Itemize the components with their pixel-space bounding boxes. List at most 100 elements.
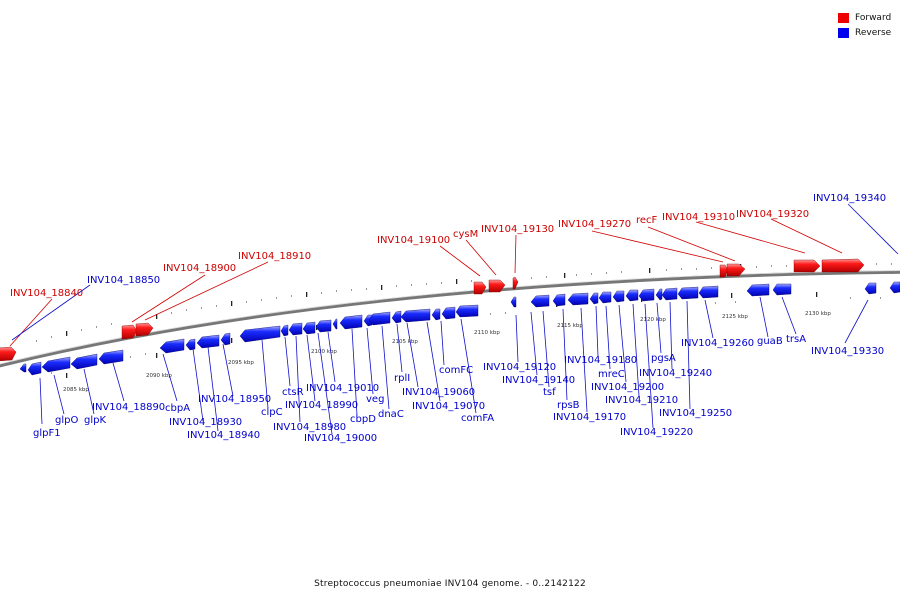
legend-reverse-label: Reverse	[855, 27, 892, 38]
gene-INV104_19120[interactable]	[510, 296, 517, 308]
gene-INV104_19340[interactable]	[889, 281, 900, 294]
gene-glpK[interactable]	[41, 356, 71, 373]
gene-label: INV104_18930	[169, 417, 242, 428]
forward-swatch	[838, 12, 849, 23]
tick-dots	[36, 263, 892, 374]
gene-INV104_19010[interactable]	[332, 318, 338, 330]
gene-ctsR[interactable]	[280, 324, 289, 337]
gene-INV104_18890a[interactable]	[70, 353, 98, 370]
gene-cbpD[interactable]	[339, 314, 363, 330]
gene-INV104_18950[interactable]	[220, 332, 231, 346]
gene-label: INV104_19130	[481, 224, 554, 235]
gene-INV104_18910[interactable]	[135, 322, 154, 337]
gene-label: INV104_18900	[163, 263, 236, 274]
gene-INV104_19320[interactable]	[821, 258, 865, 273]
gene-dnaC[interactable]	[368, 311, 391, 326]
gene-INV104_19000[interactable]	[315, 319, 332, 333]
gene-INV104_18840[interactable]	[0, 346, 17, 362]
gene-label: tsf	[543, 387, 556, 398]
gene-label: INV104_19120	[483, 362, 556, 373]
gene-INV104_18980[interactable]	[288, 322, 303, 336]
gene-INV104_19210[interactable]	[638, 288, 655, 302]
gene-INV104_19180[interactable]	[598, 291, 612, 304]
gene-tsf[interactable]	[552, 293, 566, 307]
gene-label: INV104_19270	[558, 219, 631, 230]
gene-label: rplI	[394, 373, 410, 384]
reverse-swatch	[838, 27, 849, 38]
gene-veg[interactable]	[363, 314, 373, 327]
gene-label: trsA	[786, 334, 806, 345]
tick-label: 2100 kbp	[311, 349, 337, 355]
gene-label: INV104_19010	[306, 383, 379, 394]
gene-trsA[interactable]	[772, 283, 792, 296]
gene-label: recF	[636, 215, 658, 226]
gene-INV104_19200[interactable]	[625, 289, 639, 302]
gene-label: INV104_19060	[402, 387, 475, 398]
gene-INV104_19240[interactable]	[677, 286, 699, 300]
gene-label: INV104_19310	[662, 212, 735, 223]
gene-INV104_19310[interactable]	[793, 259, 821, 273]
gene-INV104_19170[interactable]	[589, 292, 599, 305]
gene-label: INV104_19340	[813, 193, 886, 204]
gene-INV104_18900[interactable]	[121, 324, 138, 340]
gene-label: ctsR	[282, 387, 304, 398]
gene-label: INV104_19240	[639, 368, 712, 379]
gene-label: cysM	[453, 229, 478, 240]
gene-INV104_19330[interactable]	[864, 282, 877, 295]
gene-label: clpC	[261, 407, 283, 418]
gene-glpF1[interactable]	[19, 363, 27, 373]
gene-guaB[interactable]	[746, 283, 770, 297]
gene-label: cbpD	[350, 414, 376, 425]
gene-INV104_19220[interactable]	[655, 288, 663, 301]
gene-INV104_19070[interactable]	[431, 308, 441, 321]
gene-rpsB[interactable]	[567, 292, 589, 306]
gene-INV104_18940[interactable]	[196, 334, 220, 349]
gene-INV104_18930[interactable]	[185, 338, 196, 351]
gene-label: INV104_18940	[187, 430, 260, 441]
gene-pgsA[interactable]	[661, 287, 678, 301]
gene-clpC[interactable]	[239, 325, 281, 343]
legend-forward-label: Forward	[855, 12, 892, 23]
reverse-gene-labels: INV104_18850 INV104_19340 glpF1 glpO glp…	[33, 193, 886, 444]
gene-label: dnaC	[378, 409, 404, 420]
gene-glpO[interactable]	[27, 361, 42, 376]
gene-INV104_18890[interactable]	[98, 349, 124, 365]
gene-label: INV104_19000	[304, 433, 377, 444]
gene-INV104_19100[interactable]	[473, 281, 487, 295]
gene-INV104_19140[interactable]	[530, 294, 550, 308]
gene-label: INV104_18840	[10, 288, 83, 299]
gene-label: INV104_18980	[273, 422, 346, 433]
tick-marks	[66, 262, 818, 378]
gene-mreC[interactable]	[612, 290, 625, 303]
tick-label: 2105 kbp	[392, 339, 418, 345]
tick-label: 2120 kbp	[640, 317, 666, 323]
tick-label: 2110 kbp	[474, 330, 500, 336]
gene-label: INV104_19260	[681, 338, 754, 349]
gene-label: glpK	[84, 415, 106, 426]
gene-INV104_19270[interactable]	[719, 264, 729, 278]
gene-recF[interactable]	[726, 263, 746, 277]
gene-label: pgsA	[651, 353, 676, 364]
gene-label: INV104_18990	[285, 400, 358, 411]
gene-cysM[interactable]	[488, 279, 506, 293]
legend-forward: Forward	[838, 10, 891, 25]
genome-backbone-highlight	[0, 270, 900, 365]
gene-label: cbpA	[165, 403, 190, 414]
genome-backbone	[0, 270, 900, 368]
legend: Forward Reverse	[838, 10, 891, 40]
gene-comFC[interactable]	[441, 306, 456, 320]
gene-INV104_19130[interactable]	[512, 276, 519, 290]
gene-cbpA[interactable]	[159, 338, 185, 354]
gene-label: INV104_19330	[811, 346, 884, 357]
legend-reverse: Reverse	[838, 25, 891, 40]
tick-label: 2090 kbp	[146, 373, 172, 379]
gene-INV104_19060[interactable]	[400, 308, 431, 323]
gene-rplI[interactable]	[391, 310, 402, 324]
gene-label: glpF1	[33, 428, 61, 439]
gene-label: guaB	[757, 336, 783, 347]
gene-comFA[interactable]	[455, 304, 479, 318]
forward-genes	[0, 258, 865, 362]
gene-INV104_19250[interactable]	[698, 285, 719, 299]
gene-INV104_18990[interactable]	[302, 321, 316, 335]
gene-label: glpO	[55, 415, 78, 426]
